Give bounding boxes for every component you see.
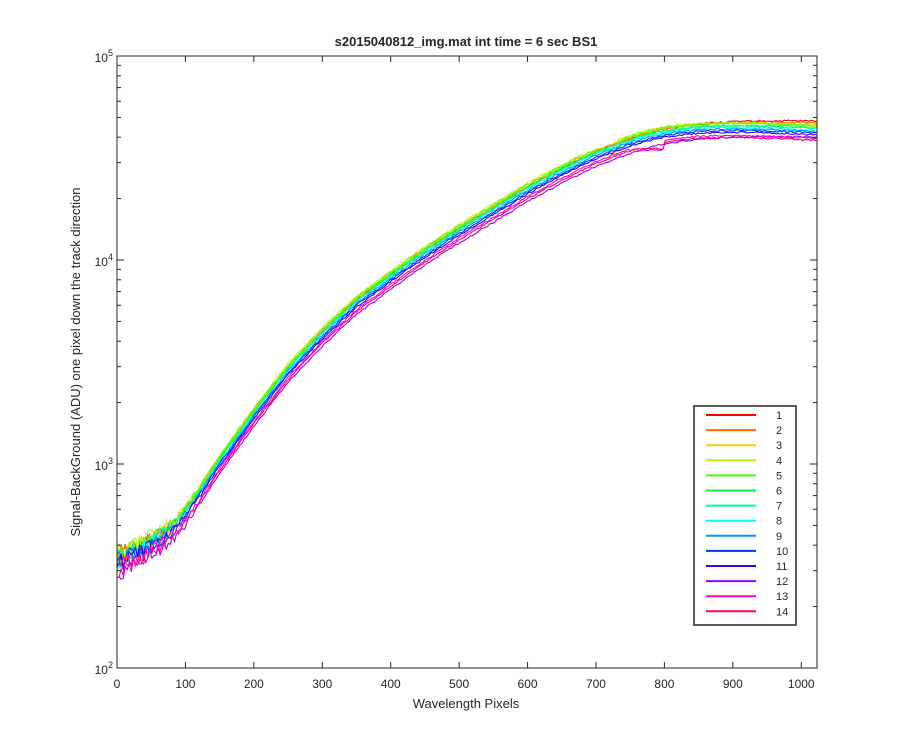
legend-label: 4 bbox=[776, 455, 782, 467]
legend-label: 14 bbox=[776, 606, 788, 618]
legend-label: 10 bbox=[776, 546, 788, 558]
y-tick-label: 105 bbox=[95, 48, 113, 65]
legend-label: 7 bbox=[776, 501, 782, 513]
series-line-9 bbox=[116, 127, 818, 566]
x-tick-label: 300 bbox=[312, 677, 332, 691]
legend-label: 11 bbox=[776, 561, 787, 573]
legend-label: 5 bbox=[776, 470, 782, 482]
y-tick-label: 102 bbox=[95, 660, 113, 677]
x-axis: 0 100 200 300 400 500 600 700 800 900 1000 bbox=[114, 56, 815, 691]
series-line-11 bbox=[116, 131, 818, 571]
legend-label: 3 bbox=[776, 440, 782, 452]
chart-series-group bbox=[116, 119, 818, 580]
legend-label: 6 bbox=[776, 486, 782, 498]
legend-label: 8 bbox=[776, 516, 782, 528]
y-tick-label: 104 bbox=[95, 252, 113, 269]
series-line-6 bbox=[116, 124, 818, 565]
x-tick-label: 400 bbox=[381, 677, 401, 691]
series-line-13 bbox=[116, 134, 818, 579]
series-line-10 bbox=[116, 129, 818, 568]
legend-label: 13 bbox=[776, 591, 788, 603]
x-tick-label: 700 bbox=[586, 677, 606, 691]
x-tick-label: 500 bbox=[449, 677, 469, 691]
y-tick-label: 103 bbox=[95, 456, 113, 473]
series-line-12 bbox=[116, 135, 818, 580]
x-axis-label: Wavelength Pixels bbox=[413, 696, 520, 711]
series-line-5 bbox=[116, 121, 818, 560]
legend-label: 9 bbox=[776, 531, 782, 543]
legend-label: 1 bbox=[776, 410, 782, 422]
x-tick-label: 1000 bbox=[788, 677, 815, 691]
x-tick-label: 0 bbox=[114, 677, 121, 691]
series-line-14 bbox=[116, 136, 818, 573]
chart-title: s2015040812_img.mat int time = 6 sec BS1 bbox=[335, 34, 598, 49]
x-tick-label: 100 bbox=[175, 677, 195, 691]
legend-label: 2 bbox=[776, 425, 782, 437]
x-tick-label: 800 bbox=[654, 677, 674, 691]
y-axis-label: Signal-BackGround (ADU) one pixel down t… bbox=[68, 187, 83, 536]
legend-label: 12 bbox=[776, 576, 788, 588]
legend-box bbox=[693, 405, 797, 626]
x-tick-label: 900 bbox=[723, 677, 743, 691]
x-tick-label: 600 bbox=[518, 677, 538, 691]
plot-area-frame bbox=[116, 55, 818, 669]
x-tick-label: 200 bbox=[244, 677, 264, 691]
